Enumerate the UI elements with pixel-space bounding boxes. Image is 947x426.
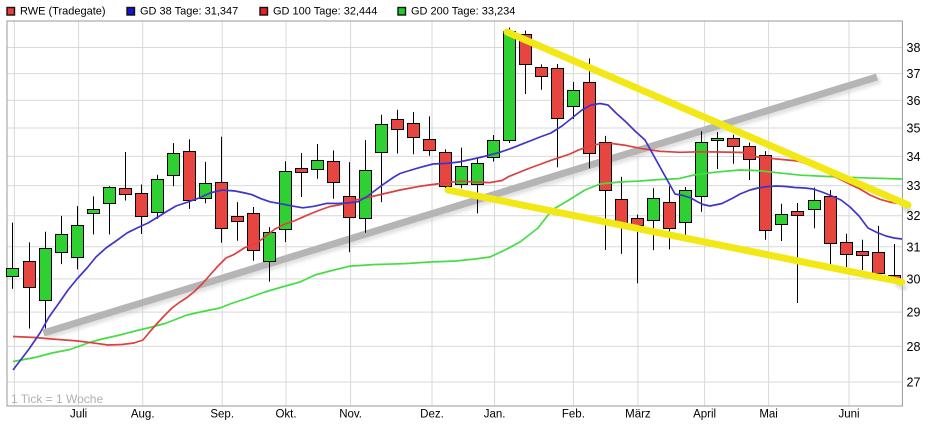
svg-text:37: 37 xyxy=(907,67,921,81)
svg-text:Dez.: Dez. xyxy=(420,409,444,421)
svg-text:33: 33 xyxy=(907,179,921,193)
svg-text:Okt.: Okt. xyxy=(275,409,296,421)
svg-text:Nov.: Nov. xyxy=(339,409,362,421)
svg-text:32: 32 xyxy=(907,209,921,223)
svg-text:Sep.: Sep. xyxy=(210,409,234,421)
svg-text:Mai: Mai xyxy=(759,409,778,421)
svg-text:1 Tick = 1 Woche: 1 Tick = 1 Woche xyxy=(11,392,103,406)
svg-text:36: 36 xyxy=(907,94,921,108)
svg-text:GD 38 Tage: 31,347: GD 38 Tage: 31,347 xyxy=(140,6,238,18)
svg-text:27: 27 xyxy=(907,376,921,390)
svg-text:Feb.: Feb. xyxy=(562,409,585,421)
svg-text:31: 31 xyxy=(907,240,921,254)
svg-text:Jan.: Jan. xyxy=(484,409,506,421)
svg-text:Aug.: Aug. xyxy=(131,409,155,421)
svg-text:30: 30 xyxy=(907,272,921,286)
svg-text:Juni: Juni xyxy=(838,409,859,421)
svg-text:März: März xyxy=(625,409,651,421)
svg-text:GD 100 Tage: 32,444: GD 100 Tage: 32,444 xyxy=(273,6,377,18)
svg-text:34: 34 xyxy=(907,150,921,164)
svg-text:April: April xyxy=(693,409,716,421)
svg-text:GD 200 Tage: 33,234: GD 200 Tage: 33,234 xyxy=(411,6,515,18)
svg-text:28: 28 xyxy=(907,340,921,354)
svg-text:Juli: Juli xyxy=(70,409,87,421)
svg-text:38: 38 xyxy=(907,41,921,55)
svg-text:29: 29 xyxy=(907,306,921,320)
svg-text:RWE (Tradegate): RWE (Tradegate) xyxy=(20,6,106,18)
svg-text:35: 35 xyxy=(907,122,921,136)
